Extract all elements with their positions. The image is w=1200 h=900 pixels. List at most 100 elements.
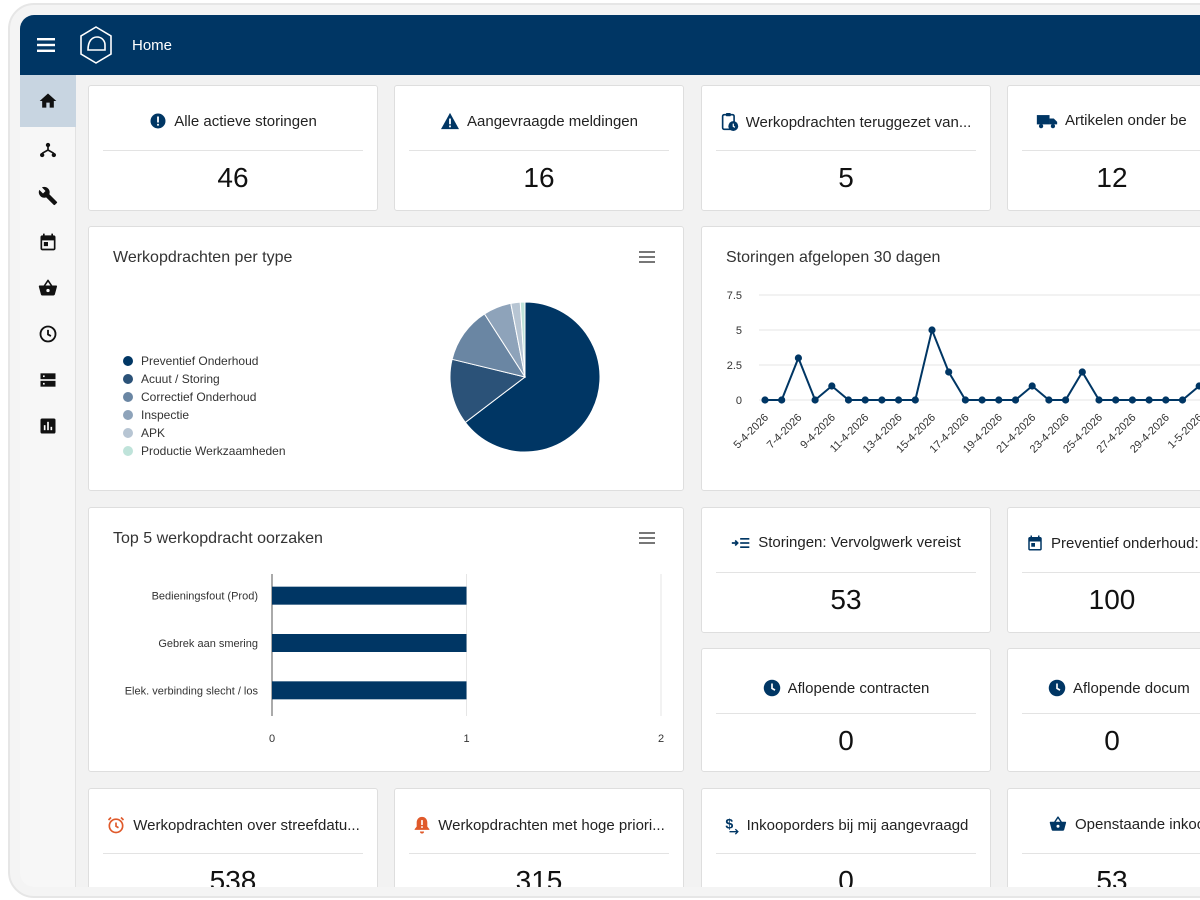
data-point [778,396,786,404]
kpi-card-overdue-work-orders[interactable]: Werkopdrachten over streefdatu... 538 [88,788,378,887]
kpi-value: 0 [1104,725,1120,756]
kpi-card-requested-reports[interactable]: Aangevraagde meldingen 16 [394,85,684,211]
sidebar-item-home[interactable] [20,75,76,127]
legend-marker [123,374,133,384]
data-point [1128,396,1136,404]
data-point [1195,382,1200,390]
hamburger-icon [37,38,55,52]
kpi-card-active-failures[interactable]: Alle actieve storingen 46 [88,85,378,211]
kpi-value: 53 [830,584,862,615]
legend-item[interactable]: Preventief Onderhoud [123,352,286,370]
sidebar-item-hierarchy[interactable] [20,127,76,173]
exclamation-circle-icon [150,113,166,129]
kpi-card-follow-up-work[interactable]: Storingen: Vervolgwerk vereist 53 [701,507,991,633]
kpi-label: Aflopende docum [1073,679,1190,697]
kpi-card-articles[interactable]: Artikelen onder be 12 [1007,85,1200,211]
legend-marker [123,392,133,402]
bar-chart: 0 1 2 Bedieningsfout (Prod) Gebrek aan smeri… [125,574,664,745]
bar [272,634,467,652]
basket-icon [1049,816,1067,831]
kpi-value: 315 [515,865,563,887]
legend-label: Preventief Onderhoud [141,354,259,368]
kpi-value: 16 [523,162,555,193]
kpi-label: Preventief onderhoud: [1051,534,1199,552]
legend-item[interactable]: APK [123,424,286,442]
chart-menu-icon[interactable] [639,532,655,544]
legend-marker [123,356,133,366]
chart-legend: Preventief Onderhoud Acuut / Storing Corre… [123,352,286,460]
kpi-card-work-orders-reset[interactable]: Werkopdrachten teruggezet van... 5 [701,85,991,211]
panel-title: Top 5 werkopdracht oorzaken [113,530,323,547]
data-point [1145,396,1153,404]
kpi-label: Inkooporders bij mij aangevraagd [746,816,969,834]
x-tick-label: 2 [658,733,664,745]
data-point [761,396,769,404]
sidebar-item-calendar[interactable] [20,219,76,265]
divider [716,713,976,714]
kpi-label: Werkopdrachten over streefdatu... [133,816,360,834]
legend-item[interactable]: Inspectie [123,406,286,424]
data-point [794,354,802,362]
x-tick-label: 1 [463,733,469,745]
legend-marker [123,428,133,438]
y-tick-label: 5 [736,325,742,337]
alarm-clock-icon [108,816,125,834]
kpi-card-purchase-orders-requested[interactable]: $ Inkooporders bij mij aangevraagd 0 [701,788,991,887]
kpi-value: 46 [217,162,249,193]
line-chart-panel: Storingen afgelopen 30 dagen 0 2.5 5 7.5 5-4… [701,226,1200,491]
divider [409,853,669,854]
data-point [995,396,1003,404]
divider [716,150,976,151]
kpi-label: Werkopdrachten teruggezet van... [745,113,972,131]
page-title: Home [132,36,173,54]
kpi-card-expiring-contracts[interactable]: Aflopende contracten 0 [701,648,991,772]
kpi-label: Werkopdrachten met hoge priori... [438,816,665,834]
legend-marker [123,446,133,456]
data-point [928,326,936,334]
kpi-card-preventive-maintenance[interactable]: Preventief onderhoud: 100 [1007,507,1200,633]
sidebar-item-history[interactable] [20,311,76,357]
line-chart: 02.557.55-4-20267-4-20269-4-202611-4-202… [727,290,1200,456]
data-point [828,382,836,390]
kpi-card-high-priority-work-orders[interactable]: Werkopdrachten met hoge priori... 315 [394,788,684,887]
kpi-card-expiring-documents[interactable]: Aflopende docum 0 [1007,648,1200,772]
bar [272,586,467,605]
pie-slice [464,301,601,453]
clock-icon [1048,679,1066,697]
sidebar-item-storage[interactable] [20,357,76,403]
bell-alert-icon [414,816,430,834]
sidebar-item-reports[interactable] [20,403,76,449]
app-logo-icon[interactable] [76,25,116,65]
sidebar-item-purchasing[interactable] [20,265,76,311]
bar-chart-icon [40,418,56,434]
divider [409,150,669,151]
legend-item[interactable]: Productie Werkzaamheden [123,442,286,460]
sidebar [20,75,76,887]
divider [716,572,976,573]
data-point [811,396,819,404]
kpi-value: 0 [838,725,854,756]
kpi-label: Aangevraagde meldingen [467,112,638,130]
kpi-card-open-purchases[interactable]: Openstaande inkoo 53 [1007,788,1200,887]
divider [716,853,976,854]
legend-item[interactable]: Acuut / Storing [123,370,286,388]
data-point [961,396,969,404]
calendar-icon [1028,535,1042,551]
category-label: Bedieningsfout (Prod) [152,591,258,603]
pie-slice [449,358,527,424]
data-point [895,396,903,404]
divider [1022,713,1200,714]
sidebar-item-maintenance[interactable] [20,173,76,219]
y-tick-label: 0 [736,395,742,407]
hamburger-menu-button[interactable] [20,15,72,75]
kpi-label: Alle actieve storingen [174,112,317,130]
data-point [978,396,986,404]
truck-icon [1036,114,1058,128]
legend-item[interactable]: Correctief Onderhoud [123,388,286,406]
home-icon [39,93,57,108]
data-point [1045,396,1053,404]
chart-menu-icon[interactable] [639,251,655,263]
panel-title: Werkopdrachten per type [113,249,293,266]
data-point [945,368,953,376]
hierarchy-icon [40,142,56,158]
